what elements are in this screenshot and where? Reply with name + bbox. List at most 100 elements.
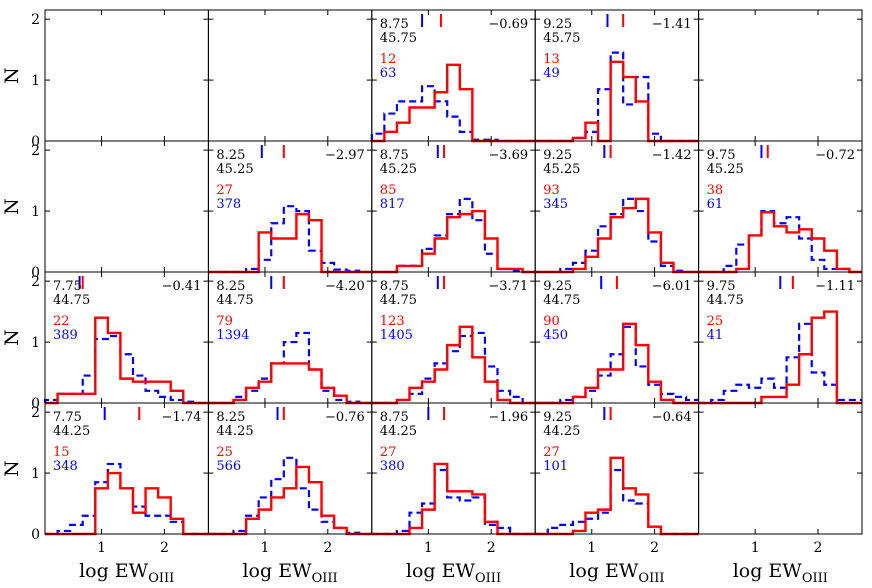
mass-label: 8.25 — [216, 148, 245, 163]
red-count-label: 22 — [53, 314, 70, 329]
blue-histogram — [371, 468, 536, 536]
x-tick-label: 2 — [487, 540, 496, 556]
y-tick-label: 0 — [31, 527, 40, 543]
red-histogram — [535, 197, 699, 274]
mass-label: 8.25 — [216, 410, 245, 425]
x-tick-label: 1 — [424, 540, 433, 556]
x-tick-label: 2 — [160, 540, 169, 556]
statistic-label: −0.64 — [652, 410, 692, 425]
blue-count-label: 101 — [543, 459, 568, 474]
red-count-label: 93 — [543, 183, 560, 198]
x-axis-label: log EWOIII — [406, 560, 501, 586]
x-tick-label: 1 — [261, 540, 270, 556]
y-tick-label: 2 — [31, 143, 40, 159]
x-axis-label-subscript: OIII — [148, 571, 174, 586]
red-histogram — [535, 456, 699, 536]
mass-label: 8.25 — [216, 279, 245, 294]
luminosity-label: 44.25 — [53, 424, 90, 439]
luminosity-label: 45.25 — [707, 162, 744, 177]
x-axis-label: log EWOIII — [733, 560, 828, 586]
blue-count-label: 345 — [543, 197, 568, 212]
y-tick-label: 1 — [31, 73, 40, 89]
y-tick-label: 0 — [31, 134, 40, 150]
mass-label: 8.75 — [380, 17, 409, 32]
red-histogram — [371, 462, 536, 536]
y-tick-label: 0 — [31, 396, 40, 412]
red-histogram — [208, 465, 372, 536]
y-axis-label: N — [1, 67, 23, 84]
red-count-label: 25 — [707, 314, 724, 329]
luminosity-label: 45.75 — [380, 31, 417, 46]
statistic-label: −3.71 — [488, 279, 528, 294]
blue-count-label: 348 — [53, 459, 78, 474]
mass-label: 8.75 — [380, 279, 409, 294]
statistic-label: −3.69 — [488, 148, 528, 163]
red-count-label: 12 — [380, 52, 397, 67]
red-count-label: 79 — [216, 314, 233, 329]
mass-label: 9.25 — [543, 279, 572, 294]
blue-count-label: 566 — [216, 459, 241, 474]
y-tick-label: 0 — [31, 265, 40, 281]
blue-count-label: 389 — [53, 328, 78, 343]
y-axis-label: N — [1, 460, 23, 477]
blue-count-label: 63 — [380, 66, 397, 81]
red-count-label: 123 — [380, 314, 405, 329]
red-histogram — [698, 211, 862, 274]
x-axis-label-main: log EW — [79, 560, 149, 582]
x-axis-label: log EWOIII — [569, 560, 664, 586]
red-count-label: 15 — [53, 445, 70, 460]
statistic-label: −1.74 — [162, 410, 202, 425]
mass-label: 9.25 — [543, 17, 572, 32]
blue-count-label: 1405 — [380, 328, 413, 343]
luminosity-label: 45.25 — [543, 162, 580, 177]
red-histogram — [208, 362, 372, 405]
red-count-label: 13 — [543, 52, 560, 67]
blue-histogram — [220, 205, 372, 274]
x-tick-label: 2 — [323, 540, 332, 556]
red-histogram — [45, 316, 209, 405]
red-count-label: 25 — [216, 445, 233, 460]
x-axis-label-main: log EW — [406, 560, 476, 582]
x-axis-label-subscript: OIII — [638, 571, 664, 586]
red-histogram — [535, 322, 699, 405]
x-axis-label-main: log EW — [569, 560, 639, 582]
statistic-label: −6.01 — [652, 279, 692, 294]
x-axis-label-subscript: OIII — [802, 571, 828, 586]
blue-histogram — [698, 322, 862, 405]
panel-r3-c4 — [698, 402, 863, 535]
y-tick-label: 1 — [31, 335, 40, 351]
mass-label: 9.75 — [707, 279, 736, 294]
y-tick-label: 1 — [31, 466, 40, 482]
statistic-label: −0.41 — [162, 279, 202, 294]
red-count-label: 27 — [216, 183, 233, 198]
statistic-label: −0.72 — [815, 148, 855, 163]
luminosity-label: 44.75 — [216, 293, 253, 308]
red-count-label: 27 — [543, 445, 560, 460]
blue-count-label: 1394 — [216, 328, 249, 343]
y-axis-label: N — [1, 198, 23, 215]
mass-label: 7.75 — [53, 410, 82, 425]
luminosity-label: 45.75 — [543, 31, 580, 46]
x-axis-label-main: log EW — [242, 560, 312, 582]
statistic-label: −0.76 — [325, 410, 365, 425]
mass-label: 8.75 — [380, 148, 409, 163]
x-tick-label: 2 — [650, 540, 659, 556]
x-axis-label: log EWOIII — [79, 560, 174, 586]
luminosity-label: 44.25 — [380, 424, 417, 439]
luminosity-label: 44.75 — [543, 293, 580, 308]
statistic-label: −1.96 — [488, 410, 528, 425]
mass-label: 8.75 — [380, 410, 409, 425]
luminosity-label: 45.25 — [380, 162, 417, 177]
